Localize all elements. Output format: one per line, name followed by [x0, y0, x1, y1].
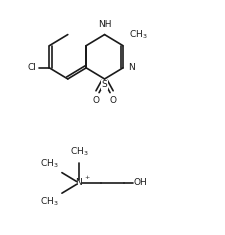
Text: CH$_3$: CH$_3$ — [70, 146, 88, 158]
Text: CH$_3$: CH$_3$ — [40, 196, 58, 208]
Text: O: O — [109, 96, 117, 105]
Text: N: N — [76, 178, 82, 187]
Text: N: N — [128, 63, 135, 72]
Text: S: S — [102, 80, 108, 89]
Text: NH: NH — [98, 20, 111, 29]
Text: Cl: Cl — [27, 63, 36, 72]
Text: +: + — [84, 175, 89, 180]
Text: O: O — [93, 96, 100, 105]
Text: CH$_3$: CH$_3$ — [128, 28, 147, 41]
Text: CH$_3$: CH$_3$ — [40, 157, 58, 170]
Text: OH: OH — [134, 178, 148, 187]
